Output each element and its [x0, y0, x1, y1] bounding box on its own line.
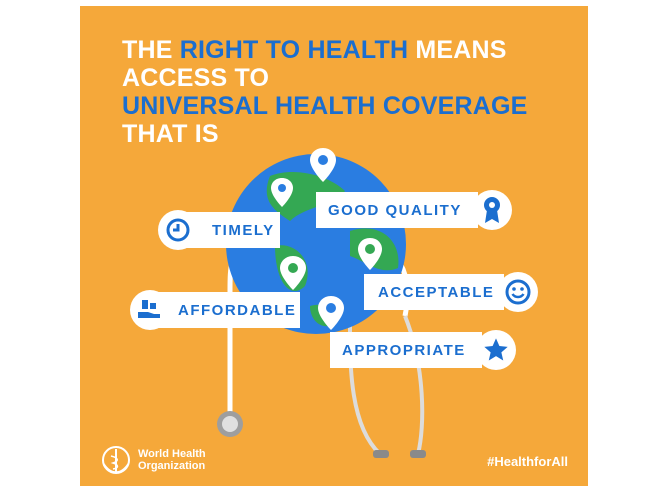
organization-name: World Health Organization	[138, 448, 206, 472]
location-pin-icon	[358, 238, 382, 270]
clock-icon	[158, 210, 198, 250]
headline-line1-a: THE	[122, 36, 180, 64]
headline-line2: ACCESS TO	[122, 64, 270, 92]
headline-line1-highlight: RIGHT TO HEALTH	[179, 36, 409, 64]
headline-line4: THAT IS	[122, 120, 219, 148]
who-emblem-icon	[102, 446, 130, 474]
location-pin-icon	[271, 178, 293, 207]
illustration	[217, 148, 426, 458]
who-logo: World Health Organization	[100, 444, 208, 476]
earpiece-tip-right	[410, 450, 426, 458]
quality-pill-good-quality: GOOD QUALITY	[316, 192, 478, 228]
star-icon	[476, 330, 516, 370]
rosette-icon	[472, 190, 512, 230]
hashtag: #HealthforAll	[487, 454, 568, 469]
location-pin-icon	[310, 148, 336, 182]
quality-label-appropriate: APPROPRIATE	[342, 341, 466, 359]
location-pin-icon	[318, 296, 344, 330]
location-pin-icon	[280, 256, 306, 290]
headline-line3: UNIVERSAL HEALTH COVERAGE	[122, 92, 528, 120]
quality-pill-affordable: AFFORDABLE	[154, 292, 300, 328]
quality-label-affordable: AFFORDABLE	[178, 301, 297, 319]
earpiece-tip-left	[373, 450, 389, 458]
poster: THE RIGHT TO HEALTH MEANS ACCESS TO UNIV…	[80, 6, 588, 486]
quality-pill-acceptable: ACCEPTABLE	[364, 274, 504, 310]
smiley-icon	[498, 272, 538, 312]
quality-pill-appropriate: APPROPRIATE	[330, 332, 482, 368]
quality-pill-timely: TIMELY	[180, 212, 280, 248]
quality-label-timely: TIMELY	[212, 221, 275, 239]
headline: THE RIGHT TO HEALTH MEANS ACCESS TO UNIV…	[122, 36, 528, 148]
quality-label-good-quality: GOOD QUALITY	[328, 201, 462, 219]
headline-line1-c: MEANS	[408, 36, 507, 64]
quality-label-acceptable: ACCEPTABLE	[378, 283, 495, 301]
coins-hand-icon	[130, 290, 170, 330]
